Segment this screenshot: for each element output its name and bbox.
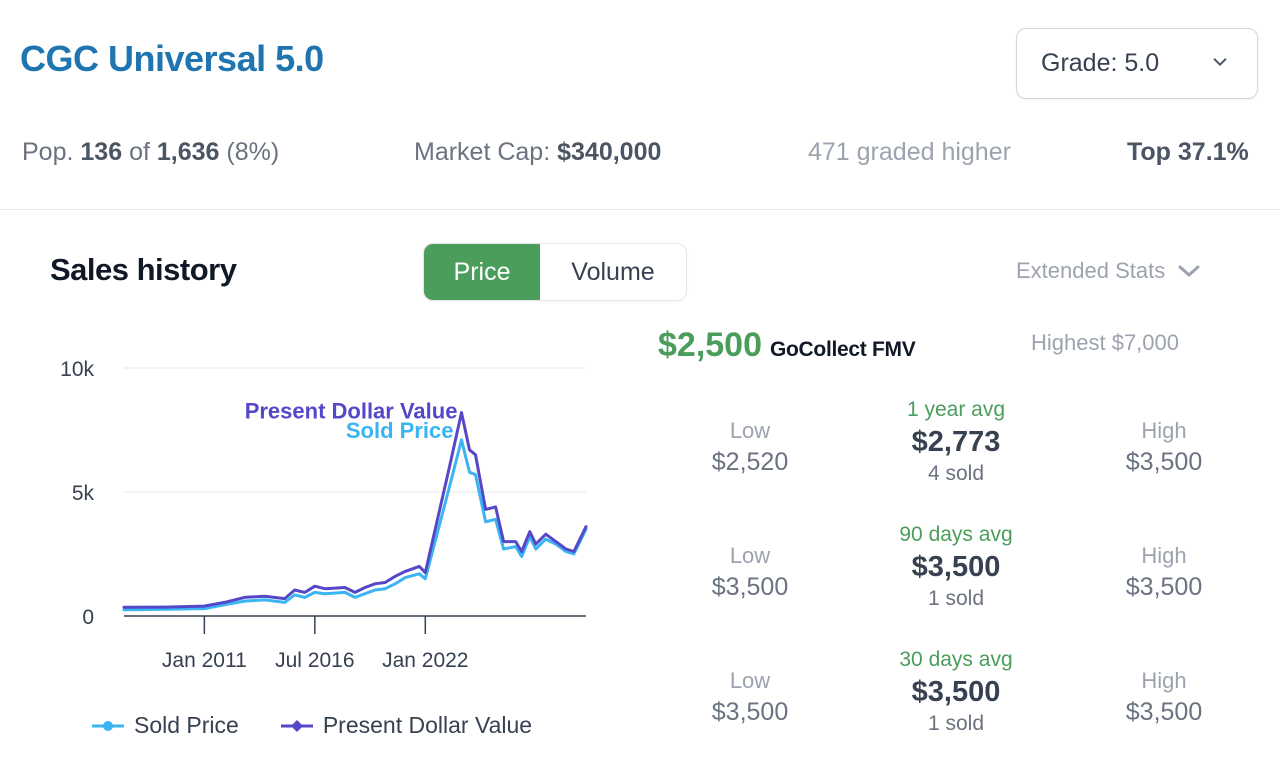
low-value: $2,520 (711, 448, 789, 476)
series-label-present-dollar-value: Present Dollar Value (245, 399, 458, 424)
price-volume-toggle: Price Volume (423, 243, 687, 301)
legend-item-present-dollar-value[interactable]: Present Dollar Value (279, 712, 532, 739)
avg-cell: 1 year avg $2,773 4 sold (856, 397, 1056, 487)
high-cell: High $3,500 (1104, 668, 1224, 730)
market-cap-label: Market Cap: (414, 138, 551, 166)
tab-volume[interactable]: Volume (571, 257, 655, 286)
high-cell: High $3,500 (1104, 543, 1224, 605)
avg-label: 90 days avg (899, 523, 1013, 546)
y-tick-label: 0 (82, 606, 94, 629)
high-value: $3,500 (1125, 448, 1203, 476)
avg-value: $3,500 (911, 551, 1001, 583)
legend-label-sold-price: Sold Price (134, 712, 239, 738)
series-line-sold-price (122, 438, 588, 612)
pop-count: 136 (80, 138, 123, 166)
high-label: High (1141, 543, 1187, 568)
extended-stats-label: Extended Stats (1016, 258, 1166, 283)
sold-count: 1 sold (927, 712, 985, 735)
sales-history-chart: 0 5k 10k Jan 2011 Jul 2016 Jan 2022 Present Do… (60, 358, 588, 672)
avg-label: 1 year avg (906, 398, 1006, 421)
low-value: $3,500 (711, 573, 789, 601)
high-value: $3,500 (1125, 698, 1203, 726)
grade-select-label: Grade: 5.0 (1041, 49, 1160, 77)
avg-cell: 90 days avg $3,500 1 sold (856, 522, 1056, 612)
market-cap-value: $340,000 (557, 138, 662, 166)
legend-marker-sold-price (92, 720, 124, 731)
pop-prefix: Pop. (22, 138, 74, 166)
low-label: Low (729, 668, 771, 693)
sales-history-title: Sales history (50, 252, 237, 287)
legend-item-sold-price[interactable]: Sold Price (90, 712, 239, 739)
x-tick-label: Jan 2011 (162, 649, 247, 672)
low-label: Low (729, 418, 771, 443)
x-tick-label: Jan 2022 (382, 649, 468, 672)
population-stats: Pop. 136 of 1,636 (8%) Market Cap: $340,… (0, 138, 1280, 174)
pop-pct: (8%) (226, 138, 280, 166)
low-cell: Low $2,520 (690, 418, 810, 480)
y-tick-label: 5k (72, 482, 95, 505)
top-percentile: Top 37.1% (1127, 138, 1249, 167)
highest-price: Highest $7,000 (1031, 330, 1179, 355)
high-label: High (1141, 668, 1187, 693)
high-cell: High $3,500 (1104, 418, 1224, 480)
sold-count: 1 sold (927, 587, 985, 610)
x-tick-label: Jul 2016 (275, 649, 354, 672)
fmv-value: $2,500 (658, 326, 762, 364)
extended-stats-toggle[interactable]: Extended Stats (1016, 258, 1201, 284)
population: Pop. 136 of 1,636 (8%) (22, 138, 279, 167)
chart-legend: Sold Price Present Dollar Value (90, 712, 532, 739)
low-value: $3,500 (711, 698, 789, 726)
graded-higher: 471 graded higher (808, 138, 1011, 166)
avg-label: 30 days avg (899, 648, 1013, 671)
high-value: $3,500 (1125, 573, 1203, 601)
legend-marker-present-dollar-value (280, 719, 313, 732)
legend-label-present-dollar-value: Present Dollar Value (322, 712, 533, 738)
avg-cell: 30 days avg $3,500 1 sold (856, 647, 1056, 737)
fmv: $2,500 GoCollect FMV (658, 326, 916, 365)
divider (0, 209, 1280, 210)
avg-value: $2,773 (911, 426, 1001, 458)
fmv-label: GoCollect FMV (770, 338, 916, 361)
market-cap: Market Cap: $340,000 (414, 138, 661, 167)
series-line-present-dollar-value (122, 411, 588, 609)
low-cell: Low $3,500 (690, 668, 810, 730)
page-title: CGC Universal 5.0 (20, 38, 324, 79)
low-cell: Low $3,500 (690, 543, 810, 605)
chevron-down-icon (1178, 265, 1200, 277)
low-label: Low (729, 543, 771, 568)
chevron-down-icon (1213, 58, 1227, 66)
grade-select[interactable]: Grade: 5.0 (1016, 28, 1258, 99)
tab-price[interactable]: Price (424, 244, 540, 300)
series-label-sold-price: Sold Price (346, 418, 454, 443)
pop-total: 1,636 (156, 138, 220, 166)
high-label: High (1141, 418, 1187, 443)
y-tick-label: 10k (60, 358, 94, 381)
avg-value: $3,500 (911, 676, 1001, 708)
sold-count: 4 sold (927, 462, 985, 485)
pop-of: of (129, 138, 150, 166)
top-percentile-value: Top 37.1% (1127, 138, 1249, 166)
